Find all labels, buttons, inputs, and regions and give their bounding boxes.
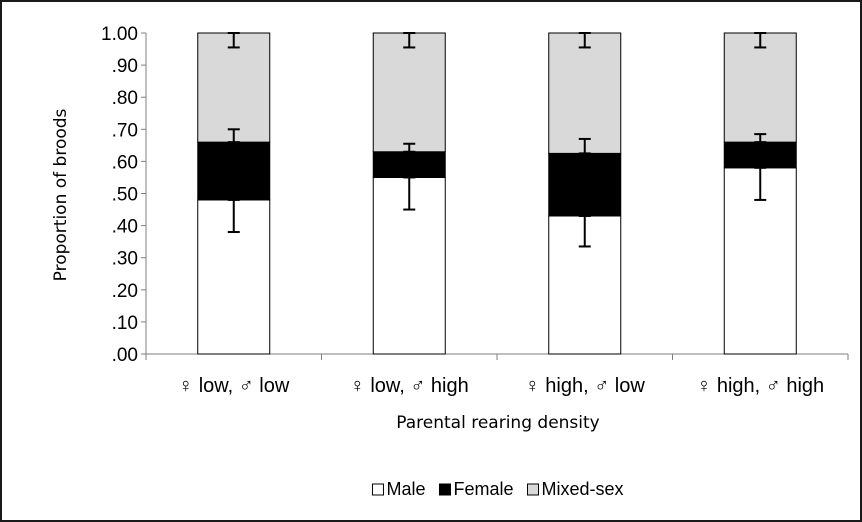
legend: Male Female Mixed-sex: [371, 479, 624, 499]
x-category-label: ♀ low, ♂ low: [178, 375, 290, 397]
legend-label: Male: [386, 479, 425, 499]
bar-female-segment: [372, 151, 446, 178]
y-tick-label: .00: [112, 345, 138, 366]
bar-mixed-sex-segment: [372, 32, 446, 153]
y-tick-label: .60: [112, 152, 138, 173]
y-tick-label: .30: [112, 249, 138, 270]
plot-area: .00 .10 .20 .30 .40 .50 .60 .70 .80 .90 1.00 ♀ low,…: [101, 24, 849, 397]
bar-female-segment: [723, 141, 797, 169]
y-tick-label: .10: [112, 313, 138, 334]
y-tick-label: .50: [112, 185, 138, 206]
legend-label: Mixed-sex: [542, 479, 624, 499]
bar-female-segment: [197, 141, 271, 201]
x-category-label: ♀ low, ♂ high: [350, 375, 469, 397]
legend-label: Female: [453, 479, 513, 499]
x-axis-title: Parental rearing density: [396, 413, 599, 433]
bar-mixed-sex-segment: [548, 32, 622, 154]
bar-mixed-sex-segment: [723, 32, 797, 143]
y-tick-label: .80: [112, 88, 138, 109]
bar-mixed-sex-segment: [197, 32, 271, 143]
y-tick-label: .90: [112, 56, 138, 77]
y-tick-label: .40: [112, 217, 138, 238]
y-tick-label: .70: [112, 120, 138, 141]
y-tick-label: .20: [112, 281, 138, 302]
legend-swatch-male: [371, 483, 384, 496]
legend-swatch-mixed-sex: [527, 483, 540, 496]
y-tick-label: 1.00: [101, 24, 138, 45]
legend-swatch-female: [438, 483, 451, 496]
bar-female-segment: [548, 152, 622, 217]
x-category-label: ♀ high, ♂ high: [696, 375, 824, 397]
x-category-label: ♀ high, ♂ low: [525, 375, 646, 397]
y-axis-title: Proportion of broods: [51, 108, 71, 281]
